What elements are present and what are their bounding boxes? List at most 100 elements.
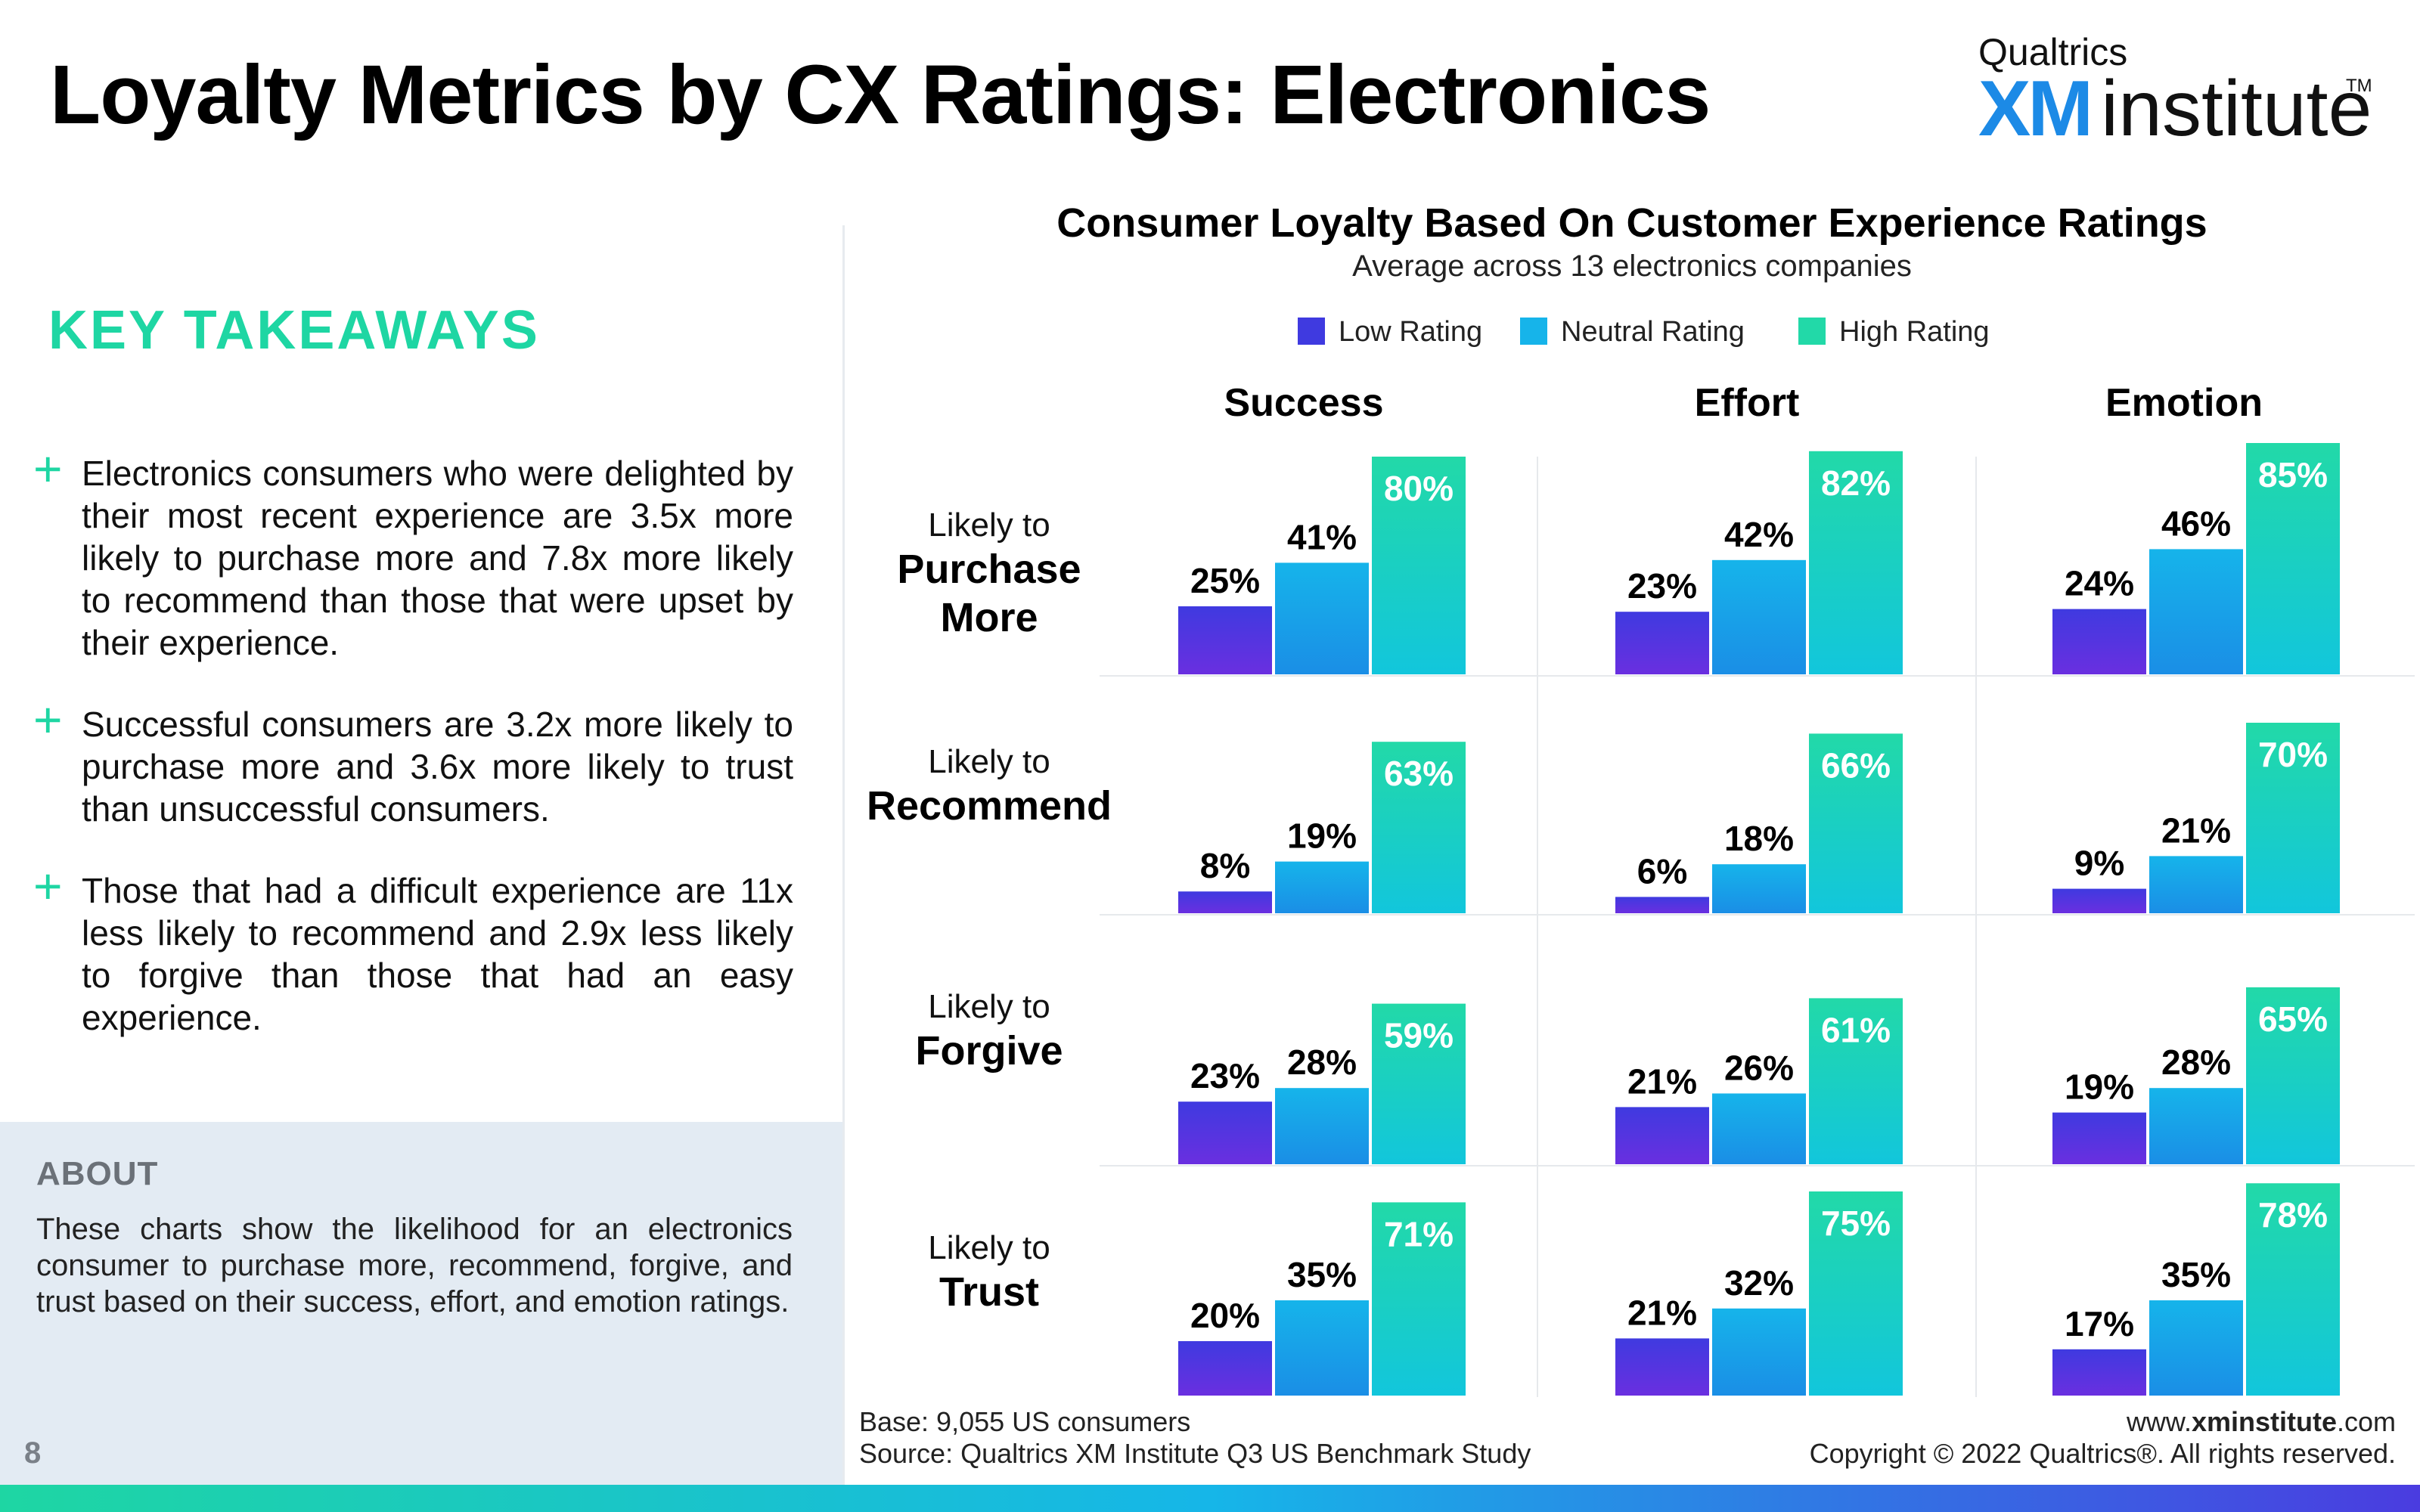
data-label: 63% — [1384, 754, 1454, 793]
bar — [1372, 1003, 1466, 1164]
bar — [1275, 861, 1369, 913]
bar — [1615, 897, 1709, 913]
column-header: Emotion — [2105, 381, 2263, 425]
data-label: 70% — [2258, 735, 2328, 774]
bar — [1809, 1191, 1903, 1396]
data-label: 65% — [2258, 999, 2328, 1039]
bar — [2246, 723, 2340, 913]
data-label: 41% — [1287, 517, 1357, 556]
bar — [2052, 888, 2146, 913]
data-label: 46% — [2161, 503, 2231, 543]
takeaway-item: + Successful consumers are 3.2x more lik… — [33, 692, 793, 830]
footer-source: Base: 9,055 US consumers Source: Qualtri… — [859, 1406, 1531, 1470]
about-heading: ABOUT — [36, 1155, 159, 1192]
data-label: 28% — [2161, 1043, 2231, 1082]
row-label-prefix: Likely to — [928, 507, 1050, 544]
bar — [2149, 1300, 2243, 1396]
qualtrics-xm-institute-logo: Qualtrics XM institute TM — [1978, 30, 2372, 151]
website-domain: xminstitute — [2191, 1406, 2337, 1437]
legend-swatch — [1298, 318, 1325, 345]
website-suffix: .com — [2336, 1406, 2396, 1437]
page-number: 8 — [24, 1436, 42, 1470]
row-label: Trust — [939, 1269, 1039, 1315]
data-label: 21% — [1627, 1293, 1697, 1332]
bar — [1178, 1101, 1272, 1164]
data-label: 35% — [1287, 1255, 1357, 1294]
data-label: 9% — [2074, 844, 2124, 883]
plus-icon: + — [33, 692, 63, 748]
data-label: 85% — [2258, 455, 2328, 494]
data-label: 78% — [2258, 1195, 2328, 1235]
data-label: 25% — [1190, 561, 1260, 600]
data-label: 26% — [1724, 1048, 1794, 1087]
key-takeaways-heading: KEY TAKEAWAYS — [48, 300, 540, 361]
bar — [2246, 987, 2340, 1164]
data-label: 82% — [1821, 463, 1891, 503]
bar — [1372, 1202, 1466, 1396]
data-label: 19% — [2065, 1067, 2134, 1107]
bar — [2149, 856, 2243, 913]
takeaway-item: + Electronics consumers who were delight… — [33, 441, 793, 664]
data-label: 19% — [1287, 816, 1357, 856]
row-label: More — [940, 595, 1038, 640]
bar — [1712, 1308, 1806, 1396]
bar — [1275, 1088, 1369, 1164]
legend-label: High Rating — [1839, 316, 1990, 348]
data-label: 8% — [1200, 846, 1250, 885]
data-label: 18% — [1724, 819, 1794, 858]
data-label: 42% — [1724, 515, 1794, 554]
legend-swatch — [1520, 318, 1547, 345]
bar — [2246, 443, 2340, 674]
column-header: Effort — [1695, 381, 1800, 425]
plus-icon: + — [33, 858, 63, 914]
bar — [2149, 549, 2243, 674]
bar — [2052, 1112, 2146, 1164]
chart-title: Consumer Loyalty Based On Customer Exper… — [1056, 200, 2207, 246]
chart-subtitle: Average across 13 electronics companies — [1352, 249, 1912, 283]
bar — [1809, 733, 1903, 913]
bar — [1615, 612, 1709, 674]
bar — [1372, 742, 1466, 913]
bar — [2246, 1183, 2340, 1396]
footer-copyright: www.xminstitute.com Copyright © 2022 Qua… — [1810, 1406, 2396, 1470]
data-label: 35% — [2161, 1255, 2231, 1294]
bar — [1615, 1107, 1709, 1164]
bar — [1615, 1338, 1709, 1396]
row-label-prefix: Likely to — [928, 743, 1050, 780]
data-label: 59% — [1384, 1016, 1454, 1055]
bar — [1275, 1300, 1369, 1396]
takeaways-list: + Electronics consumers who were delight… — [33, 441, 793, 1078]
data-label: 23% — [1190, 1056, 1260, 1095]
data-label: 20% — [1190, 1296, 1260, 1335]
bar — [1809, 998, 1903, 1164]
page-title: Loyalty Metrics by CX Ratings: Electroni… — [50, 48, 1711, 141]
source-note: Source: Qualtrics XM Institute Q3 US Ben… — [859, 1438, 1531, 1469]
bar — [1712, 559, 1806, 674]
takeaway-text: Electronics consumers who were delighted… — [82, 454, 793, 662]
about-text: These charts show the likelihood for an … — [36, 1213, 793, 1318]
data-label: 32% — [1724, 1263, 1794, 1303]
website-prefix: www. — [2126, 1406, 2192, 1437]
row-label: Purchase — [897, 547, 1081, 592]
data-label: 71% — [1384, 1214, 1454, 1253]
bar — [2052, 1349, 2146, 1396]
data-label: 75% — [1821, 1204, 1891, 1243]
row-label: Forgive — [915, 1028, 1063, 1074]
bar — [1178, 1341, 1272, 1396]
takeaway-text: Those that had a difficult experience ar… — [82, 871, 793, 1037]
column-header: Success — [1224, 381, 1383, 425]
website-link[interactable]: www.xminstitute.com — [1810, 1406, 2396, 1438]
logo-qualtrics-text: Qualtrics — [1978, 31, 2128, 73]
bottom-gradient-bar — [0, 1485, 2420, 1512]
data-label: 21% — [2161, 810, 2231, 850]
logo-institute-text: institute — [2101, 65, 2372, 153]
data-label: 21% — [1627, 1061, 1697, 1101]
bar — [2052, 609, 2146, 674]
data-label: 61% — [1821, 1010, 1891, 1049]
row-label-prefix: Likely to — [928, 1229, 1050, 1266]
bar — [1809, 451, 1903, 674]
data-label: 17% — [2065, 1304, 2134, 1343]
logo-xm-text: XM — [1978, 65, 2093, 153]
data-label: 80% — [1384, 469, 1454, 508]
